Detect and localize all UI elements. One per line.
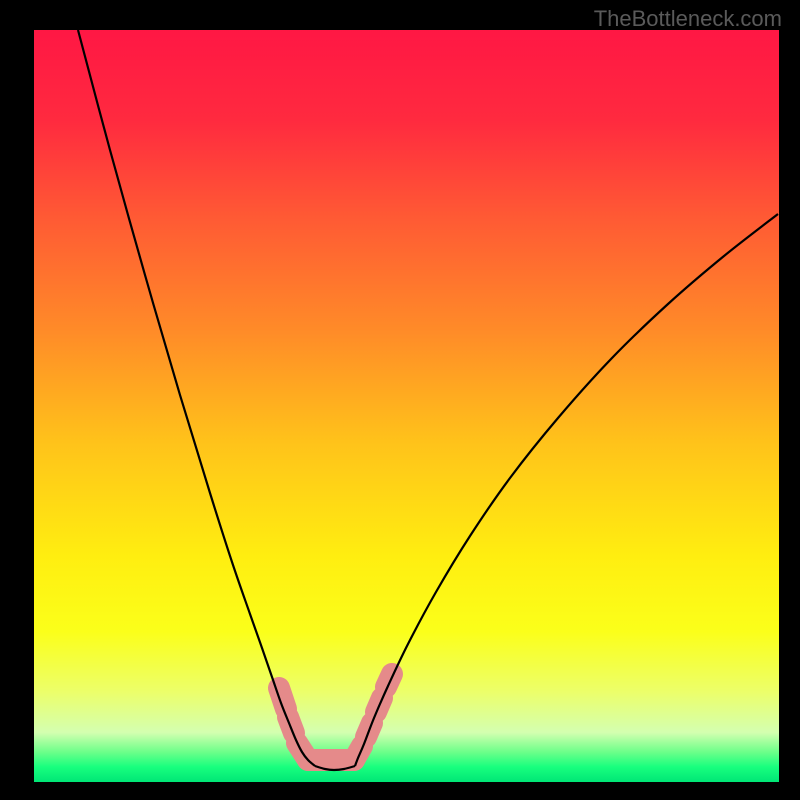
chart-svg	[0, 0, 800, 800]
chart-container: TheBottleneck.com	[0, 0, 800, 800]
watermark-text: TheBottleneck.com	[594, 6, 782, 32]
gradient-background	[34, 30, 779, 782]
